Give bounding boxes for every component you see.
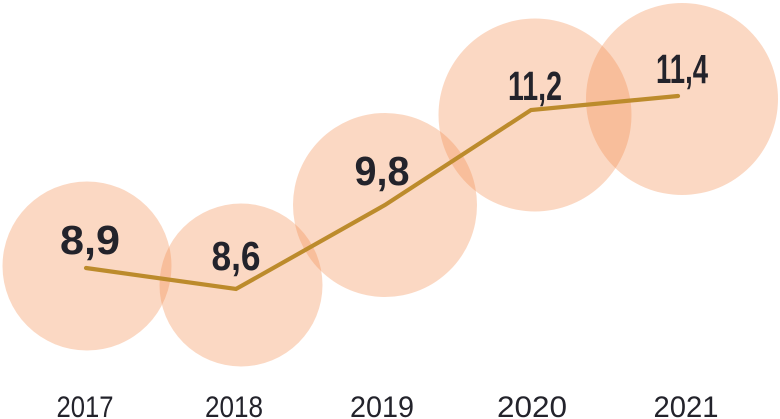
year-label-2017: 2017 [57,391,114,419]
trend-line [83,93,681,292]
value-label-2020: 11,2 [508,63,562,109]
year-label-2020: 2020 [497,391,567,419]
bubble-2017 [2,181,172,351]
year-label-2018: 2018 [205,391,263,419]
year-label-2019: 2019 [350,391,414,419]
year-label-2021: 2021 [654,391,719,419]
value-label-2021: 11,4 [656,46,708,92]
bubble-2021 [586,3,778,195]
bubble-2020 [438,18,632,212]
value-label-2017: 8,9 [60,217,120,263]
value-label-2019: 9,8 [355,148,410,194]
value-label-2018: 8,6 [212,233,261,279]
